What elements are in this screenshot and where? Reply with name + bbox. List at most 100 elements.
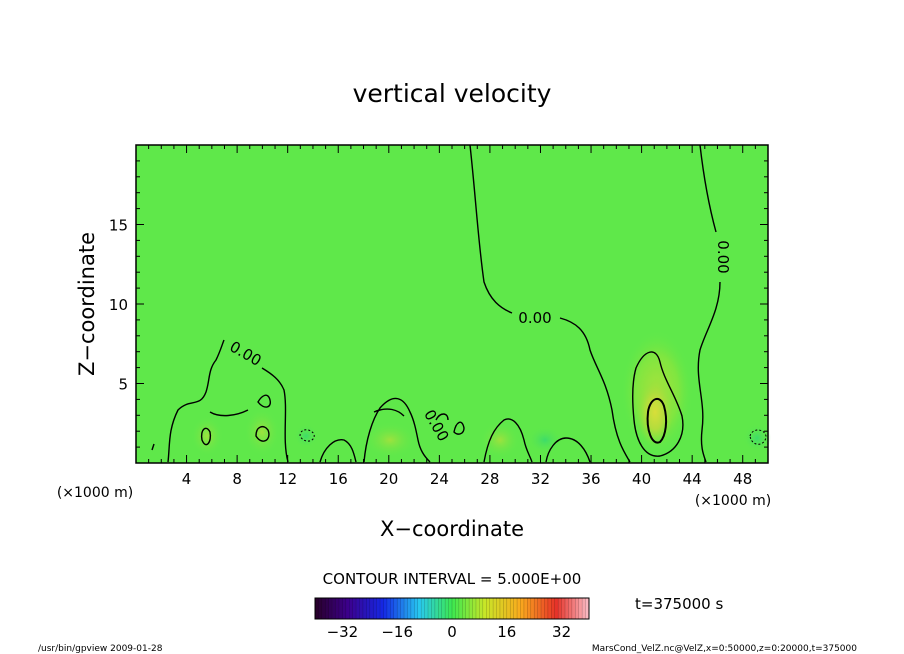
colorbar-cell — [517, 598, 521, 619]
footer-left: /usr/bin/gpview 2009-01-28 — [38, 644, 163, 654]
y-tick-label: 15 — [109, 217, 128, 235]
contour-zero-main-2 — [559, 317, 631, 463]
colorbar-ticks: −32 −16 0 16 32 — [327, 623, 572, 641]
shade-downdraft-a — [294, 424, 318, 448]
colorbar-cell — [558, 598, 562, 619]
colorbar-cell — [534, 598, 538, 619]
colorbar-cell — [345, 598, 350, 619]
colorbar-cell — [472, 598, 477, 619]
colorbar-cell — [441, 598, 446, 619]
contour-interval: CONTOUR INTERVAL = 5.000E+00 — [323, 570, 582, 588]
colorbar-cell — [462, 598, 466, 619]
colorbar-cell — [332, 598, 336, 619]
colorbar-cell — [452, 598, 456, 619]
x-tick-label: 32 — [531, 470, 550, 488]
colorbar-cell — [503, 598, 508, 619]
contour-down-b — [749, 429, 767, 445]
colorbar-cell — [318, 598, 323, 619]
colorbar-cell — [551, 598, 556, 619]
colorbar-cell — [383, 598, 388, 619]
colorbar-cell — [578, 598, 583, 619]
contour-mid-f — [545, 437, 591, 463]
colorbar-cell — [356, 598, 360, 619]
colorbar-cell — [421, 598, 425, 619]
footer-right: MarsCond_VelZ.nc@VelZ,x=0:50000,z=0:2000… — [592, 644, 857, 654]
colorbar-cell — [520, 598, 525, 619]
colorbar-cell — [547, 598, 552, 619]
colorbar-cell — [342, 598, 347, 619]
colorbar-tick-label: −16 — [381, 623, 413, 641]
colorbar-cell — [565, 598, 569, 619]
colorbar-frame — [314, 597, 590, 620]
colorbar-cell — [541, 598, 545, 619]
colorbar-cell — [561, 598, 566, 619]
colorbar-cell — [493, 598, 497, 619]
contour-left-small-a — [209, 409, 249, 417]
colorbar-cell — [523, 598, 528, 619]
contour-mid-c — [453, 421, 465, 435]
contour-zero-right — [699, 144, 717, 233]
colorbar-cell — [400, 598, 405, 619]
shade-updraft-left2 — [191, 416, 223, 456]
colorbar-cell — [575, 598, 580, 619]
x-tick-label: 40 — [632, 470, 651, 488]
x-tick-label: 8 — [232, 470, 242, 488]
colorbar-cell — [496, 598, 501, 619]
colorbar — [314, 597, 590, 620]
colorbar-cell — [585, 598, 590, 619]
colorbar-cell — [434, 598, 439, 619]
x-unit-right: (×1000 m) — [695, 493, 771, 509]
colorbar-tick-label: −32 — [327, 623, 359, 641]
colorbar-cell — [475, 598, 480, 619]
colorbar-cell — [386, 598, 391, 619]
colorbar-cell — [506, 598, 511, 619]
chart-title: vertical velocity — [353, 79, 552, 108]
contour-zero-left-2 — [261, 367, 289, 463]
contour-layer — [151, 144, 767, 463]
colorbar-cell — [352, 598, 357, 619]
colorbar-cell — [410, 598, 415, 619]
contour-zero-main — [469, 144, 513, 314]
contour-left-up-a — [200, 427, 212, 446]
colorbar-cell — [465, 598, 470, 619]
colorbar-cell — [335, 598, 340, 619]
colorbar-cell — [489, 598, 494, 619]
colorbar-cell — [362, 598, 367, 619]
colorbar-cell — [486, 598, 490, 619]
contour-left-up-b — [255, 425, 270, 442]
colorbar-cell — [568, 598, 573, 619]
colorbar-cell — [349, 598, 353, 619]
contour-label-right: 0.00 — [714, 240, 732, 273]
contour-updraft-5 — [631, 351, 684, 457]
contour-left-small-b — [257, 394, 272, 408]
contour-mid-hump — [363, 397, 431, 463]
colorbar-cell — [479, 598, 484, 619]
colorbar-cell — [530, 598, 535, 619]
colorbar-cell — [417, 598, 422, 619]
colorbar-cell — [325, 598, 329, 619]
colorbar-cell — [338, 598, 343, 619]
shading-layer — [191, 330, 771, 458]
y-axis-label: Z−coordinate — [75, 232, 99, 376]
shade-updraft-core — [637, 378, 673, 446]
colorbar-tick-label: 0 — [447, 623, 457, 641]
colorbar-cell — [373, 598, 377, 619]
x-tick-label: 28 — [480, 470, 499, 488]
x-tick-label: 48 — [733, 470, 752, 488]
contour-mid-d — [435, 413, 449, 421]
x-tick-label: 12 — [278, 470, 297, 488]
x-tick-label: 24 — [430, 470, 449, 488]
colorbar-cell — [445, 598, 449, 619]
colorbar-cell — [369, 598, 374, 619]
x-tick-label: 4 — [182, 470, 192, 488]
colorbar-cell — [438, 598, 443, 619]
contour-down-a — [299, 429, 315, 442]
contour-label-main: 0.00 — [518, 309, 551, 327]
colorbar-cell — [431, 598, 436, 619]
colorbar-cell — [571, 598, 576, 619]
colorbar-cell — [510, 598, 514, 619]
colorbar-cell — [407, 598, 412, 619]
colorbar-cell — [554, 598, 559, 619]
